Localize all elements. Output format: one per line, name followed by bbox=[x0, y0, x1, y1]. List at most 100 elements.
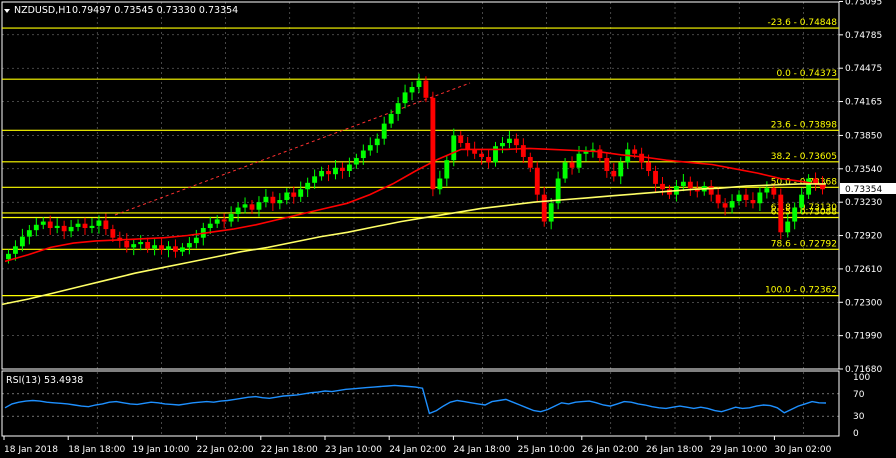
current-price-tag: 0.73354 bbox=[845, 185, 882, 195]
main-plot-frame bbox=[1, 1, 840, 370]
symbol-label[interactable]: NZDUSD,H1 bbox=[14, 5, 71, 16]
x-tick-label: 18 Jan 18:00 bbox=[68, 445, 125, 455]
candle-body bbox=[736, 194, 742, 202]
candle-body bbox=[437, 178, 443, 190]
candle-body bbox=[249, 204, 255, 210]
candle-body bbox=[757, 192, 763, 204]
candle-body bbox=[68, 226, 74, 232]
candle-body bbox=[743, 194, 749, 201]
candle-body bbox=[799, 194, 805, 208]
current-price-tag-bg bbox=[840, 183, 896, 194]
candle-body bbox=[33, 224, 39, 231]
candle-body bbox=[277, 200, 283, 204]
candle-body bbox=[604, 158, 610, 171]
rsi-line bbox=[4, 384, 827, 415]
candle-body bbox=[548, 203, 554, 222]
rsi-axis-label: 30 bbox=[853, 412, 865, 422]
candle-body bbox=[103, 220, 109, 230]
candle-body bbox=[493, 146, 498, 163]
rsi-label: RSI(13) 53.4938 bbox=[6, 375, 83, 386]
moving-average-slow bbox=[1, 183, 826, 306]
candle-body bbox=[19, 236, 25, 247]
candle-body bbox=[506, 138, 512, 143]
rsi-indicator: 100 70 30 0 bbox=[2, 373, 870, 439]
candle-body bbox=[680, 181, 686, 187]
candle-body bbox=[486, 156, 491, 163]
fibonacci-levels: -23.6 - 0.74848 0.0 - 0.74373 23.6 - 0.738… bbox=[2, 18, 839, 297]
candle-body bbox=[54, 225, 60, 229]
candle-body bbox=[618, 162, 624, 177]
fib-level-label: 78.6 - 0.72792 bbox=[771, 239, 837, 249]
rsi-axis-label: 70 bbox=[853, 390, 865, 400]
candle-body bbox=[806, 178, 812, 195]
candle-body bbox=[472, 149, 478, 154]
price-axis: 0.75095 0.74785 0.74475 0.74165 0.73850 0.735… bbox=[839, 0, 882, 375]
x-tick-label: 26 Jan 18:00 bbox=[646, 445, 703, 455]
candle-body bbox=[346, 164, 352, 171]
candle-body bbox=[583, 151, 589, 154]
candle-body bbox=[82, 223, 88, 229]
candle-body bbox=[340, 167, 345, 171]
candle-body bbox=[131, 244, 137, 248]
candle-body bbox=[360, 150, 366, 159]
candle-body bbox=[576, 153, 582, 168]
candle-body bbox=[256, 202, 262, 210]
candle-body bbox=[820, 183, 825, 190]
rsi-axis-label: 100 bbox=[853, 373, 870, 383]
y-tick-label: 0.72300 bbox=[845, 298, 882, 308]
y-tick-label: 0.73850 bbox=[845, 131, 882, 141]
candle-body bbox=[562, 162, 568, 179]
candle-body bbox=[395, 103, 401, 114]
candle-body bbox=[6, 253, 11, 260]
candle-body bbox=[569, 162, 575, 168]
candle-body bbox=[555, 178, 561, 204]
fib-level-label: 65.5 - 0.73088 bbox=[771, 207, 837, 217]
rsi-axis-label: 0 bbox=[853, 429, 859, 439]
candle-body bbox=[305, 182, 311, 190]
candle-body bbox=[458, 135, 464, 143]
candle-body bbox=[263, 196, 269, 203]
x-tick-label: 25 Jan 10:00 bbox=[518, 445, 575, 455]
candle-body bbox=[96, 220, 102, 226]
candle-body bbox=[632, 149, 638, 154]
x-tick-label: 22 Jan 18:00 bbox=[261, 445, 318, 455]
candle-body bbox=[729, 201, 735, 208]
ohlc-values: 0.79497 0.73545 0.73330 0.73354 bbox=[72, 5, 238, 16]
candle-body bbox=[687, 181, 693, 189]
fib-level-label: -23.6 - 0.74848 bbox=[768, 18, 838, 28]
candle-body bbox=[207, 223, 213, 229]
x-tick-label: 24 Jan 18:00 bbox=[453, 445, 510, 455]
candle-body bbox=[660, 183, 665, 190]
candle-body bbox=[715, 194, 721, 204]
candle-body bbox=[312, 176, 318, 183]
x-tick-label: 22 Jan 02:00 bbox=[197, 445, 254, 455]
candle-body bbox=[465, 142, 471, 150]
candle-body bbox=[353, 158, 359, 165]
candle-body bbox=[26, 230, 32, 237]
candle-body bbox=[381, 123, 387, 139]
candle-body bbox=[409, 87, 415, 93]
candle-body bbox=[214, 219, 220, 224]
candle-body bbox=[270, 196, 276, 204]
symbol-dropdown-arrow-icon[interactable] bbox=[4, 9, 10, 13]
candle-body bbox=[527, 156, 533, 168]
candle-body bbox=[145, 242, 151, 249]
candle-body bbox=[166, 246, 171, 250]
y-tick-label: 0.75095 bbox=[845, 0, 882, 7]
candle-body bbox=[778, 194, 784, 233]
candle-body bbox=[423, 80, 429, 98]
candle-body bbox=[388, 113, 394, 124]
fib-level-label: 61.8 - 0.73130 bbox=[771, 203, 837, 213]
candle-body bbox=[186, 243, 192, 248]
candle-body bbox=[513, 138, 519, 146]
x-tick-label: 29 Jan 10:00 bbox=[710, 445, 767, 455]
candle-body bbox=[235, 207, 241, 215]
x-tick-label: 26 Jan 02:00 bbox=[582, 445, 639, 455]
candle-body bbox=[500, 142, 505, 147]
moving-averages bbox=[1, 147, 827, 306]
candle-body bbox=[152, 245, 158, 249]
candle-body bbox=[89, 225, 95, 229]
grid-lines bbox=[2, 2, 839, 436]
fib-level-label: 23.6 - 0.73898 bbox=[771, 120, 837, 130]
candle-body bbox=[451, 135, 457, 161]
